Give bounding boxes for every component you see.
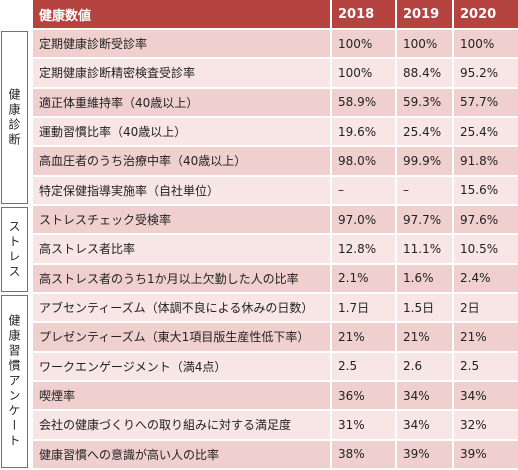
header-cell: 健康数値 <box>33 0 330 28</box>
row-label: 特定保健指導実施率（自社単位） <box>33 176 330 204</box>
value-cell: 1.7日 <box>332 294 395 322</box>
value-cell: 34% <box>397 411 452 439</box>
value-cell: 1.6% <box>397 264 452 292</box>
value-cell: 38% <box>332 440 395 468</box>
value-cell: 99.9% <box>397 147 452 175</box>
row-label: プレゼンティーズム（東大1項目版生産性低下率） <box>33 323 330 351</box>
row-label: 定期健康診断精密検査受診率 <box>33 59 330 87</box>
value-cell: 21% <box>397 323 452 351</box>
value-cell: 10.5% <box>454 235 518 263</box>
row-label: 運動習慣比率（40歳以上） <box>33 118 330 146</box>
value-cell: 88.4% <box>397 59 452 87</box>
value-cell: 39% <box>454 440 518 468</box>
header-cell: 2020 <box>454 0 518 28</box>
value-cell: 98.0% <box>332 147 395 175</box>
value-cell: 36% <box>332 382 395 410</box>
value-cell: 97.0% <box>332 206 395 234</box>
value-cell: 2.5 <box>332 352 395 380</box>
value-cell: 57.7% <box>454 88 518 116</box>
value-cell: 34% <box>397 382 452 410</box>
value-cell: 100% <box>332 59 395 87</box>
row-label: 高ストレス者比率 <box>33 235 330 263</box>
value-cell: 21% <box>454 323 518 351</box>
value-cell: 100% <box>332 30 395 58</box>
value-cell: 2.6 <box>397 352 452 380</box>
value-cell: 11.1% <box>397 235 452 263</box>
row-label: アブセンティーズム（体調不良による休みの日数） <box>33 294 330 322</box>
value-cell: 97.6% <box>454 206 518 234</box>
group-label: 健康診断 <box>1 31 28 204</box>
value-cell: 25.4% <box>454 118 518 146</box>
row-label: ワークエンゲージメント（満4点） <box>33 352 330 380</box>
value-cell: 91.8% <box>454 147 518 175</box>
row-label: ストレスチェック受検率 <box>33 206 330 234</box>
value-cell: – <box>332 176 395 204</box>
value-cell: 100% <box>454 30 518 58</box>
value-cell: 2.5 <box>454 352 518 380</box>
value-cell: 15.6% <box>454 176 518 204</box>
row-label: 健康習慣への意識が高い人の比率 <box>33 440 330 468</box>
header-cell: 2018 <box>332 0 395 28</box>
row-label: 喫煙率 <box>33 382 330 410</box>
value-cell: 2日 <box>454 294 518 322</box>
value-cell: 32% <box>454 411 518 439</box>
value-cell: 2.4% <box>454 264 518 292</box>
value-cell: 59.3% <box>397 88 452 116</box>
value-cell: 95.2% <box>454 59 518 87</box>
value-cell: 1.5日 <box>397 294 452 322</box>
value-cell: 97.7% <box>397 206 452 234</box>
row-label: 定期健康診断受診率 <box>33 30 330 58</box>
row-label: 高血圧者のうち治療中率（40歳以上） <box>33 147 330 175</box>
value-cell: 2.1% <box>332 264 395 292</box>
value-cell: 21% <box>332 323 395 351</box>
row-label: 会社の健康づくりへの取り組みに対する満足度 <box>33 411 330 439</box>
group-label: ストレス <box>1 207 28 292</box>
header-cell: 2019 <box>397 0 452 28</box>
value-cell: 19.6% <box>332 118 395 146</box>
value-cell: 25.4% <box>397 118 452 146</box>
row-label: 高ストレス者のうち1か月以上欠勤した人の比率 <box>33 264 330 292</box>
value-cell: 58.9% <box>332 88 395 116</box>
value-cell: 12.8% <box>332 235 395 263</box>
value-cell: 34% <box>454 382 518 410</box>
group-label: 健康習慣アンケート <box>1 295 28 468</box>
row-label: 適正体重維持率（40歳以上） <box>33 88 330 116</box>
value-cell: 100% <box>397 30 452 58</box>
value-cell: – <box>397 176 452 204</box>
value-cell: 31% <box>332 411 395 439</box>
value-cell: 39% <box>397 440 452 468</box>
